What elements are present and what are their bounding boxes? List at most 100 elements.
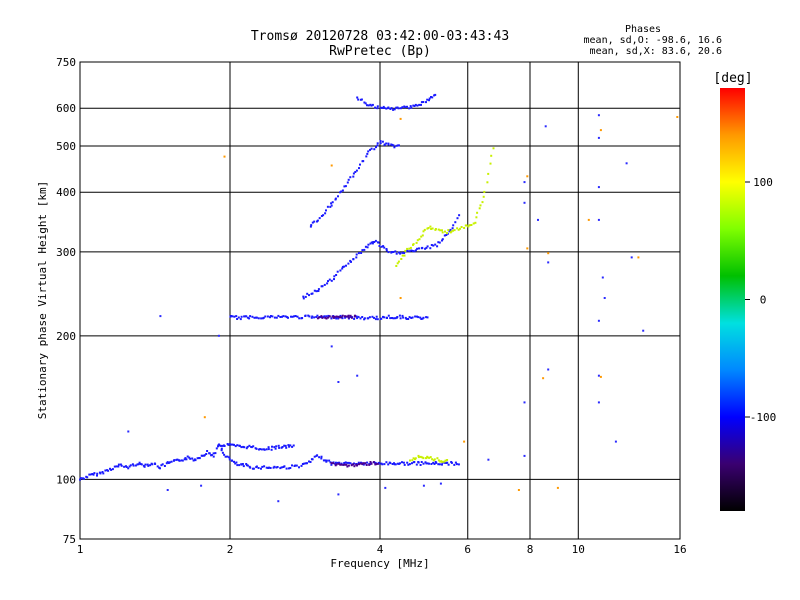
data-point [347, 461, 350, 464]
data-point [382, 245, 385, 248]
data-point [447, 229, 450, 232]
data-point [342, 463, 345, 466]
data-point [490, 154, 493, 157]
x-tick-label: 8 [527, 543, 534, 556]
data-point [221, 451, 224, 454]
data-point [482, 195, 485, 198]
data-point [413, 105, 416, 107]
data-point [441, 238, 444, 241]
data-point [394, 463, 397, 466]
data-point [330, 279, 333, 282]
data-point [448, 230, 451, 233]
data-point [421, 234, 424, 237]
data-point [273, 465, 276, 468]
data-point [396, 316, 399, 318]
data-points [79, 93, 679, 503]
data-point [556, 486, 559, 489]
data-point [79, 478, 81, 481]
data-point [161, 463, 164, 466]
data-point [420, 103, 422, 106]
data-point [362, 462, 365, 465]
data-point [245, 315, 248, 318]
data-point [447, 463, 450, 466]
data-point [205, 453, 208, 455]
data-point [265, 448, 268, 451]
data-point [323, 315, 326, 318]
chart-title: Tromsø 20120728 03:42:00-03:43:43 [251, 29, 509, 44]
x-tick-label: 6 [464, 543, 471, 556]
data-point [395, 144, 398, 147]
data-point [438, 241, 441, 244]
data-point [138, 461, 141, 464]
data-point [492, 147, 495, 150]
data-point [338, 461, 341, 464]
data-point [341, 265, 344, 268]
y-tick-label: 400 [56, 186, 76, 199]
data-point [375, 315, 378, 318]
data-point [236, 464, 239, 467]
data-point [279, 316, 282, 318]
data-point [79, 477, 82, 480]
data-point [370, 241, 373, 244]
data-point [289, 444, 292, 447]
data-point [311, 221, 314, 224]
data-point [365, 155, 368, 158]
data-point [317, 290, 320, 292]
data-point [320, 215, 323, 217]
data-point [426, 456, 429, 459]
data-point [259, 448, 261, 451]
data-point [343, 265, 346, 268]
data-point [220, 447, 223, 450]
data-point [308, 315, 311, 318]
data-point [603, 297, 606, 299]
data-point [295, 464, 298, 467]
data-point [347, 262, 350, 265]
data-point [343, 463, 346, 466]
data-point [334, 463, 337, 466]
data-point [387, 106, 390, 109]
data-point [355, 315, 358, 318]
data-point [335, 463, 338, 466]
data-point [284, 444, 287, 447]
data-point [344, 315, 346, 318]
data-point [318, 217, 321, 220]
data-point [526, 175, 529, 178]
data-point [454, 221, 457, 224]
data-point [203, 454, 206, 457]
data-point [354, 171, 357, 173]
data-point [242, 465, 245, 468]
data-point [336, 270, 339, 273]
data-point [198, 457, 201, 460]
data-point [330, 317, 333, 320]
data-point [368, 463, 371, 466]
data-point [437, 459, 440, 462]
data-point [376, 105, 379, 108]
data-point [243, 446, 246, 449]
data-point [291, 445, 294, 448]
data-point [523, 401, 526, 404]
data-point [349, 176, 352, 179]
data-point [290, 315, 292, 318]
data-point [443, 234, 446, 237]
data-point [123, 465, 126, 468]
data-point [330, 164, 333, 167]
phases-x-line: mean, sd,X: 83.6, 20.6 [590, 46, 722, 57]
data-point [436, 457, 439, 460]
data-point [392, 317, 395, 320]
data-point [327, 280, 329, 283]
data-point [450, 461, 453, 464]
data-point [402, 461, 405, 464]
data-point [352, 175, 355, 178]
data-point [189, 457, 192, 460]
data-point [96, 474, 98, 477]
data-point [357, 252, 360, 255]
data-point [252, 467, 255, 470]
data-point [325, 209, 327, 212]
data-point [439, 482, 442, 485]
data-point [324, 316, 327, 319]
data-point [376, 462, 379, 465]
data-point [117, 463, 120, 466]
data-point [370, 462, 373, 465]
data-point [449, 228, 452, 231]
data-point [238, 444, 241, 447]
